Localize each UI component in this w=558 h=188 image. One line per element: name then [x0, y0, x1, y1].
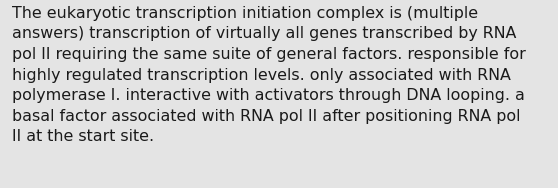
Text: The eukaryotic transcription initiation complex is (multiple
answers) transcript: The eukaryotic transcription initiation …	[12, 6, 526, 145]
